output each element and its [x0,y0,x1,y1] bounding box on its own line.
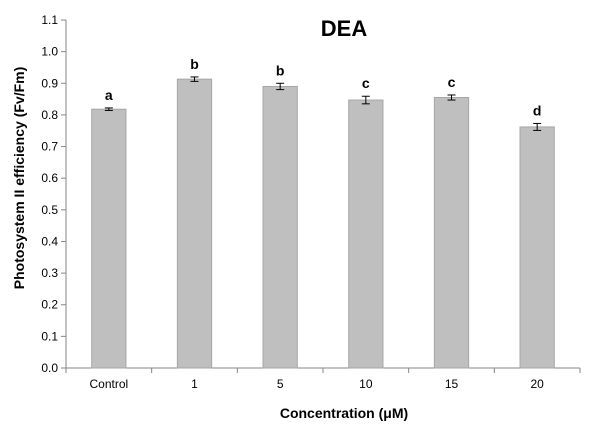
bar [262,85,298,369]
x-tick-label: 15 [445,377,459,391]
y-axis-title: Photosystem II efficiency (Fv/Fm) [11,67,27,290]
x-tick-label: Control [89,377,128,391]
y-tick-label: 0.0 [41,361,58,375]
bar [176,78,213,369]
y-tick-label: 0.7 [41,140,58,154]
x-axis-title: Concentration (μM) [280,405,408,421]
bar [433,97,470,369]
bar [91,108,127,369]
y-tick-label: 0.8 [41,108,58,122]
y-tick-label: 1.1 [41,13,58,27]
y-tick-label: 0.1 [41,329,58,343]
y-tick-label: 0.9 [41,76,58,90]
y-tick-label: 0.6 [41,171,58,185]
significance-letter: c [448,74,456,90]
significance-letter: d [533,102,542,118]
y-tick-label: 0.3 [41,266,58,280]
y-tick-label: 0.4 [41,234,58,248]
x-tick-label: 5 [277,377,284,391]
bars: a b b c c d [91,56,555,369]
chart-title: DEA [321,16,368,41]
x-tick-label: 20 [530,377,544,391]
bar [348,99,384,369]
significance-letter: b [276,62,285,78]
x-tick-label: 1 [191,377,198,391]
y-tick-label: 0.5 [41,203,58,217]
y-axis: 0.0 0.1 0.2 0.3 0.4 0.5 0.6 0.7 0.8 0.9 1.0 1.1 [41,13,67,375]
significance-letter: b [190,56,199,72]
significance-letter: c [362,75,370,91]
y-tick-label: 1.0 [41,45,58,59]
bar [519,126,555,369]
significance-letter: a [105,87,113,103]
y-tick-label: 0.2 [41,298,58,312]
x-tick-label: 10 [359,377,373,391]
x-axis: Control 1 5 10 15 20 [65,367,581,391]
